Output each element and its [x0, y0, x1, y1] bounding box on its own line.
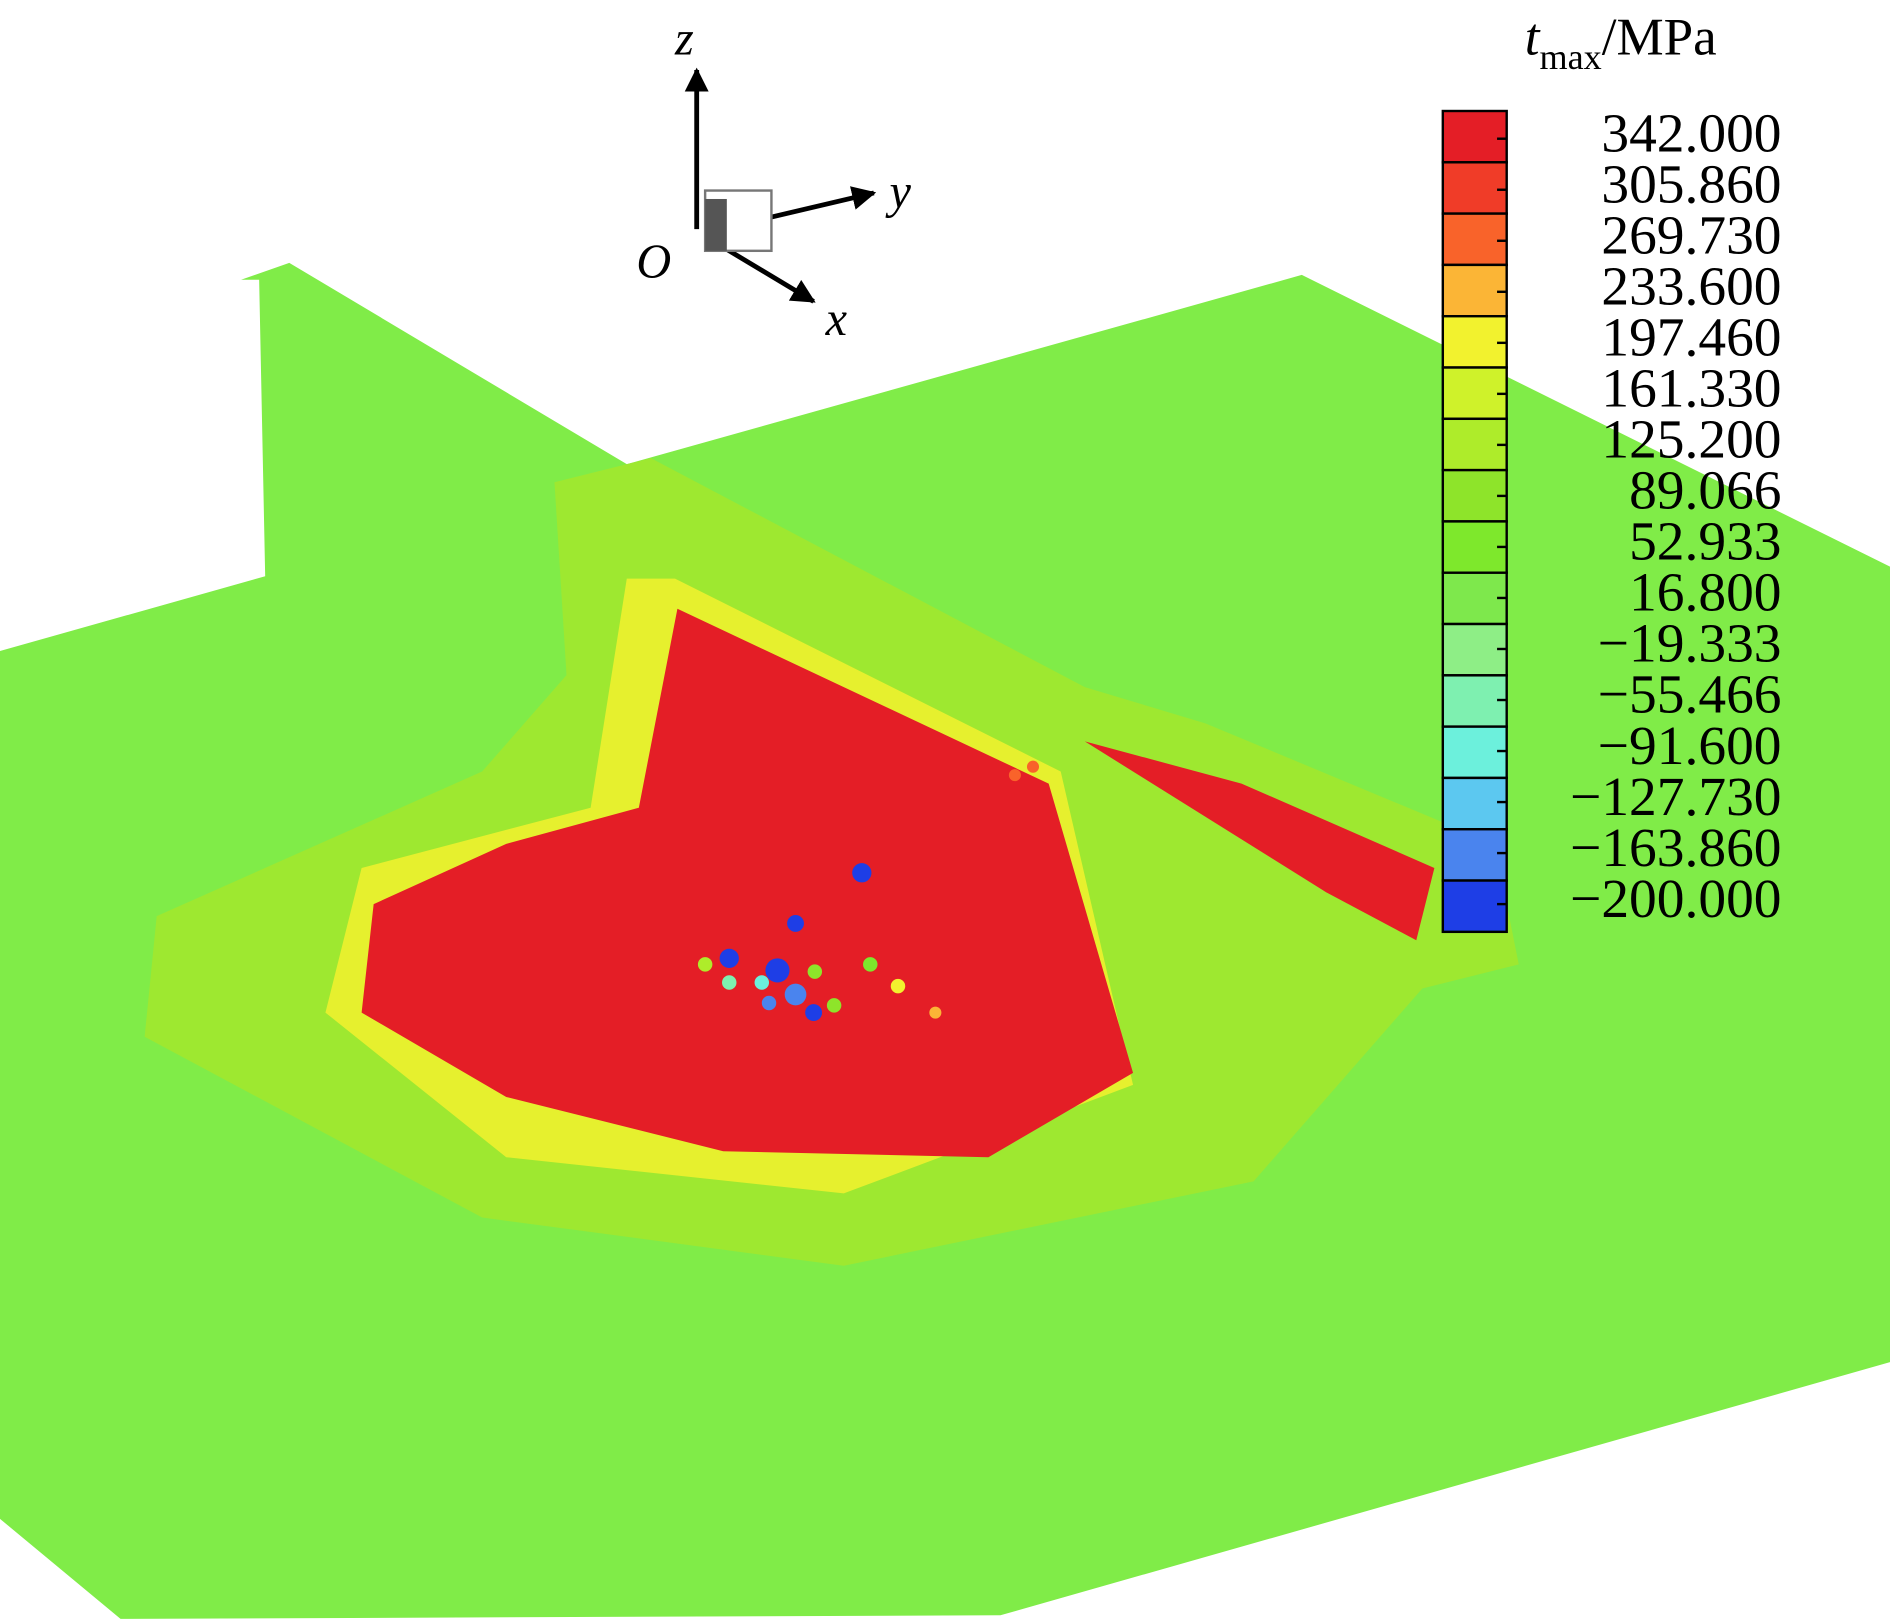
high-zone	[361, 608, 1134, 1158]
colorbar-label: 16.800	[1629, 562, 1781, 623]
model	[0, 262, 1890, 1619]
colorbar-label: −200.000	[1570, 868, 1781, 929]
colorbar-label: 233.600	[1601, 256, 1781, 317]
title-subscript: max	[1540, 37, 1602, 77]
colorbar-label: 161.330	[1601, 358, 1781, 419]
colorbar-label: −91.600	[1598, 715, 1782, 776]
axis-label-z: z	[674, 12, 694, 65]
colorbar-band	[1441, 161, 1508, 215]
colorbar-label: 125.200	[1601, 409, 1781, 470]
colorbar-label: −163.860	[1570, 817, 1781, 878]
colorbar-band	[1441, 520, 1508, 574]
colorbar-label: 269.730	[1601, 204, 1781, 265]
colorbar-band	[1441, 263, 1508, 318]
axis-triad: z y x O	[636, 12, 911, 346]
colorbar-label: 89.066	[1629, 460, 1781, 521]
colorbar-band	[1441, 776, 1508, 831]
colorbar-band	[1441, 212, 1508, 267]
title-unit: /MPa	[1602, 8, 1717, 66]
title-symbol: t	[1525, 8, 1541, 66]
colorbar-label: 305.860	[1601, 153, 1781, 214]
high-zone-right	[1084, 741, 1435, 941]
axis-label-x: x	[825, 293, 848, 346]
colorbar-label: 342.000	[1601, 102, 1781, 163]
colorbar-title: tmax/MPa	[1525, 8, 1717, 76]
colorbar-label: 197.460	[1601, 307, 1781, 368]
axis-label-y: y	[885, 165, 912, 218]
scatter-points	[697, 760, 1040, 1022]
colorbar-band	[1441, 315, 1508, 369]
axis-label-origin: O	[636, 235, 671, 288]
colorbar: 342.000305.860269.730233.600197.460161.3…	[1441, 102, 1782, 934]
colorbar-band	[1441, 828, 1508, 882]
colorbar-label: 52.933	[1629, 511, 1781, 572]
colorbar-band	[1441, 366, 1508, 421]
colorbar-label: −55.466	[1598, 664, 1782, 725]
colorbar-label: −19.333	[1598, 613, 1782, 674]
colorbar-band	[1441, 109, 1508, 164]
colorbar-band	[1441, 879, 1508, 934]
colorbar-band	[1441, 725, 1508, 780]
colorbar-label: −127.730	[1570, 766, 1781, 827]
